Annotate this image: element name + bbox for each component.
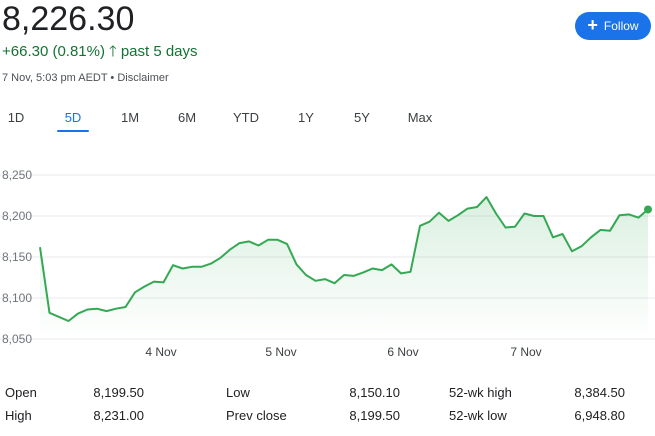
tab-label: 1M — [120, 109, 140, 125]
arrow-up-icon: 🡑 — [109, 43, 117, 60]
tab-label: YTD — [233, 109, 259, 125]
range-tabs: 1D 5D 1M 6M YTD 1Y 5Y Max — [0, 103, 655, 133]
tab-label: Max — [407, 109, 433, 125]
stat-52wk-high-label: 52-wk high — [449, 385, 512, 400]
current-point-marker — [644, 205, 652, 214]
tab-1d[interactable]: 1D — [2, 103, 30, 131]
y-tick-label: 8,200 — [2, 209, 32, 223]
stat-52wk-high-value: 8,384.50 — [574, 385, 625, 400]
stat-prev-close-label: Prev close — [226, 408, 287, 423]
tab-5y[interactable]: 5Y — [348, 103, 376, 131]
timestamp-disclaimer[interactable]: 7 Nov, 5:03 pm AEDT • Disclaimer — [2, 72, 169, 84]
stat-low-value: 8,150.10 — [349, 385, 400, 400]
change-value: +66.30 (0.81%) — [2, 43, 105, 60]
follow-button[interactable]: + Follow — [575, 12, 651, 40]
y-tick-label: 8,250 — [2, 168, 32, 182]
x-tick-label: 5 Nov — [265, 345, 296, 359]
stat-52wk-low-label: 52-wk low — [449, 408, 507, 423]
tab-label: 6M — [177, 109, 197, 125]
x-tick-label: 7 Nov — [510, 345, 541, 359]
tab-label: 5Y — [354, 109, 370, 125]
tab-max[interactable]: Max — [403, 103, 437, 131]
x-tick-label: 4 Nov — [145, 345, 176, 359]
stat-open-label: Open — [5, 385, 37, 400]
y-tick-label: 8,100 — [2, 291, 32, 305]
price-change: +66.30 (0.81%) 🡑 past 5 days — [2, 43, 198, 60]
stat-prev-close-value: 8,199.50 — [349, 408, 400, 423]
current-price: 8,226.30 — [2, 0, 135, 38]
stat-low-label: Low — [226, 385, 250, 400]
change-period: past 5 days — [120, 43, 198, 60]
plus-icon: + — [587, 15, 598, 35]
area-fill — [40, 197, 648, 339]
tab-1m[interactable]: 1M — [115, 103, 145, 131]
y-tick-label: 8,150 — [2, 250, 32, 264]
tab-label: 1Y — [298, 109, 314, 125]
stat-high-value: 8,231.00 — [93, 408, 144, 423]
x-tick-label: 6 Nov — [387, 345, 418, 359]
price-chart[interactable]: 8,250 8,200 8,150 8,100 8,050 4 Nov 5 Nov 6 Nov… — [0, 162, 655, 362]
follow-label: Follow — [603, 19, 639, 33]
stat-52wk-low-value: 6,948.80 — [574, 408, 625, 423]
stat-high-label: High — [5, 408, 32, 423]
stat-open-value: 8,199.50 — [93, 385, 144, 400]
stats-table: Open 8,199.50 Low 8,150.10 52-wk high 8,… — [0, 380, 655, 436]
tab-1y[interactable]: 1Y — [292, 103, 320, 131]
series-line — [39, 196, 649, 322]
tab-label: 5D — [64, 109, 82, 125]
tab-ytd[interactable]: YTD — [227, 103, 265, 131]
tab-6m[interactable]: 6M — [172, 103, 202, 131]
tab-5d[interactable]: 5D — [57, 103, 89, 132]
y-tick-label: 8,050 — [2, 332, 32, 346]
tab-label: 1D — [7, 109, 25, 125]
